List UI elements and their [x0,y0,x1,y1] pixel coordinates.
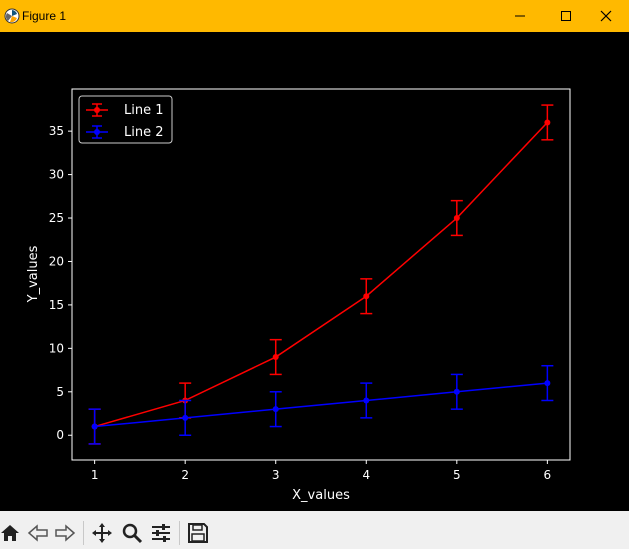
x-tick-label: 4 [362,468,370,482]
close-icon [600,10,612,22]
window-title: Figure 1 [22,9,66,23]
y-tick-label: 35 [49,124,64,138]
save-icon [187,522,209,544]
zoom-icon [121,522,143,544]
data-point [544,119,550,125]
y-tick-label: 5 [56,385,64,399]
configure-subplots-button[interactable] [149,521,173,545]
legend-label: Line 1 [124,103,164,118]
y-tick-label: 10 [49,341,64,355]
minimize-icon [514,10,526,22]
y-tick-label: 30 [49,168,64,182]
y-tick-label: 25 [49,211,64,225]
back-icon [27,522,49,544]
data-point [182,415,188,421]
matplotlib-app-icon [4,8,20,24]
forward-button[interactable] [53,521,77,545]
zoom-button[interactable] [120,521,144,545]
x-tick-label: 1 [91,468,99,482]
navigation-toolbar [0,511,629,549]
minimize-button[interactable] [497,0,543,32]
y-axis-label: Y_values [26,245,41,303]
legend-marker [94,129,100,135]
data-point [454,389,460,395]
toolbar-separator [179,521,180,545]
legend: Line 1 Line 2 [79,96,172,143]
back-button[interactable] [26,521,50,545]
y-tick-label: 15 [49,298,64,312]
data-point [454,215,460,221]
maximize-icon [560,10,572,22]
forward-icon [54,522,76,544]
pan-icon [91,522,113,544]
toolbar-separator [83,521,84,545]
home-button[interactable] [0,521,22,545]
x-tick-label: 5 [453,468,461,482]
x-tick-label: 2 [181,468,189,482]
y-tick-label: 20 [49,254,64,268]
data-point [92,424,98,430]
data-point [544,380,550,386]
title-bar: Figure 1 [0,0,629,32]
data-point [363,397,369,403]
configure-subplots-icon [150,522,172,544]
data-point [273,354,279,360]
y-tick-label: 0 [56,428,64,442]
data-point [273,406,279,412]
x-tick-label: 6 [544,468,552,482]
close-button[interactable] [583,0,629,32]
legend-label: Line 2 [124,125,164,140]
save-button[interactable] [186,521,210,545]
home-icon [0,522,21,544]
x-axis-label: X_values [292,488,350,503]
x-tick-label: 3 [272,468,280,482]
data-point [363,293,369,299]
pan-button[interactable] [90,521,114,545]
legend-marker [94,107,100,113]
